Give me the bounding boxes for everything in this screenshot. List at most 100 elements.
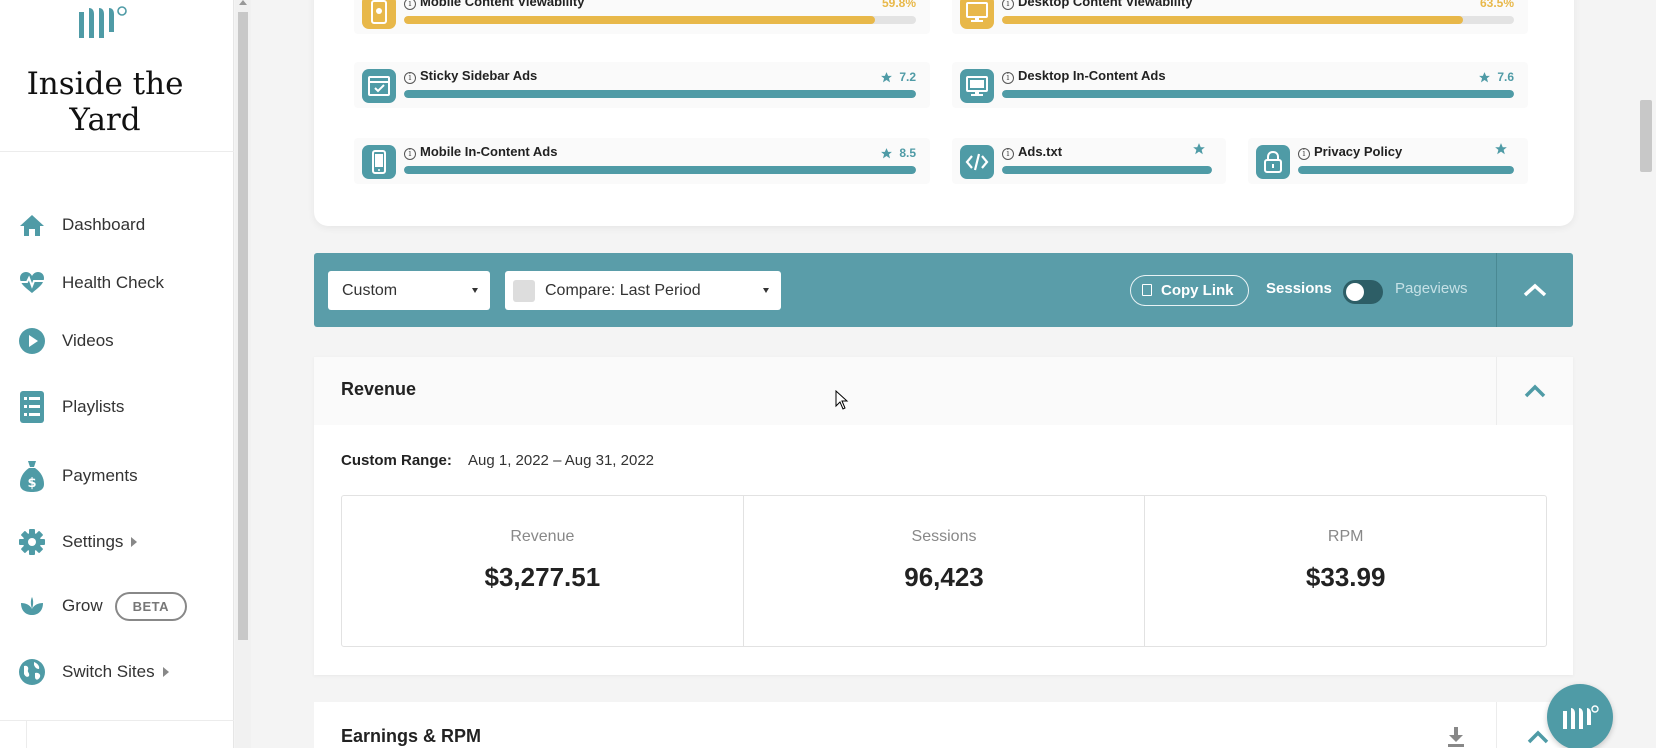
revenue-card: Revenue Custom Range: Aug 1, 2022 – Aug … xyxy=(314,357,1573,675)
sidebar-item-label: Health Check xyxy=(62,273,165,292)
progress-fill xyxy=(1298,166,1514,174)
progress-bar xyxy=(1002,90,1514,98)
collapse-earnings-button[interactable] xyxy=(1526,730,1550,748)
sidebar-footer-divider xyxy=(0,720,234,721)
help-chat-button[interactable] xyxy=(1547,684,1613,748)
earnings-title: Earnings & RPM xyxy=(341,726,482,746)
leaf-icon xyxy=(18,592,46,620)
copy-link-label: Copy Link xyxy=(1161,282,1234,299)
collapse-filter-button[interactable] xyxy=(1497,253,1573,327)
stat-value: $3,277.51 xyxy=(484,562,601,592)
sidebar-footer-divider xyxy=(26,720,27,748)
sessions-pageviews-toggle[interactable] xyxy=(1343,280,1383,304)
progress-bar xyxy=(1002,16,1514,24)
sidebar-item-settings[interactable]: Settings xyxy=(18,524,138,560)
stat-revenue: Revenue $3,277.51 xyxy=(342,496,744,646)
score-value: 7.6 xyxy=(1497,70,1514,84)
chevron-up-icon xyxy=(1524,384,1546,398)
health-item-score: 59.8% xyxy=(882,0,916,10)
health-item-mobile-content-viewability[interactable]: i Mobile Content Viewability 59.8% xyxy=(354,0,930,34)
stat-rpm: RPM $33.99 xyxy=(1145,496,1546,646)
sidebar-item-videos[interactable]: Videos xyxy=(18,323,114,359)
info-icon[interactable]: i xyxy=(404,0,416,10)
health-item-score xyxy=(1494,142,1514,156)
dropdown-arrow-icon xyxy=(763,288,769,293)
progress-bar xyxy=(1002,166,1212,174)
compare-select[interactable]: Compare: Last Period xyxy=(505,271,781,310)
date-range-select[interactable]: Custom xyxy=(328,271,490,310)
custom-range-value: Aug 1, 2022 – Aug 31, 2022 xyxy=(468,452,654,469)
health-item-score: 7.6 xyxy=(1478,70,1514,84)
progress-fill xyxy=(1002,90,1514,98)
stat-label: RPM xyxy=(1327,528,1364,545)
health-item-privacy-policy[interactable]: i Privacy Policy xyxy=(1248,138,1528,184)
toggle-knob xyxy=(1346,283,1364,301)
progress-bar xyxy=(1298,166,1514,174)
code-icon xyxy=(960,145,994,179)
play-icon xyxy=(18,327,46,355)
sidebar-item-switch-sites[interactable]: Switch Sites xyxy=(18,654,169,690)
logo-icon[interactable] xyxy=(76,2,132,42)
main-scrollbar[interactable] xyxy=(1636,0,1656,748)
health-item-label: Ads.txt xyxy=(1018,144,1063,159)
sidebar-item-payments[interactable]: $ Payments xyxy=(18,458,138,494)
star-icon xyxy=(881,147,893,158)
chevron-up-icon xyxy=(1527,730,1549,744)
info-icon[interactable]: i xyxy=(1002,0,1014,10)
progress-fill xyxy=(404,90,916,98)
download-button[interactable] xyxy=(1446,726,1466,748)
sidebar-item-label: Payments xyxy=(62,466,138,485)
health-item-score: 8.5 xyxy=(880,146,916,160)
stat-label: Sessions xyxy=(911,528,977,545)
score-value: 63.5% xyxy=(1479,0,1514,10)
health-item-desktop-in-content-ads[interactable]: i Desktop In-Content Ads 7.6 xyxy=(952,62,1528,108)
info-icon[interactable]: i xyxy=(1298,148,1310,160)
sidebar-item-grow[interactable]: Grow BETA xyxy=(18,588,188,624)
sidebar-item-playlists[interactable]: Playlists xyxy=(18,389,124,425)
score-value: 8.5 xyxy=(899,146,916,160)
health-item-ads-txt[interactable]: i Ads.txt xyxy=(952,138,1226,184)
stat-label: Revenue xyxy=(510,528,575,545)
score-value: 7.2 xyxy=(899,70,916,84)
copy-link-button[interactable]: Copy Link xyxy=(1130,275,1249,306)
sidebar-scrollbar[interactable] xyxy=(235,0,251,748)
scroll-up-arrow-icon[interactable] xyxy=(239,0,247,5)
sidebar-item-label: Grow xyxy=(62,596,103,615)
sidebar-item-label: Videos xyxy=(62,331,114,350)
health-item-label: Mobile Content Viewability xyxy=(420,0,585,9)
dropdown-arrow-icon xyxy=(472,288,478,293)
info-icon[interactable]: i xyxy=(1002,148,1014,160)
pageviews-toggle-label: Pageviews xyxy=(1395,280,1468,297)
scrollbar-thumb[interactable] xyxy=(1640,100,1652,172)
star-icon xyxy=(1479,71,1491,82)
home-icon xyxy=(18,211,46,239)
info-icon[interactable]: i xyxy=(404,148,416,160)
beta-badge: BETA xyxy=(114,591,188,621)
sidebar-item-health-check[interactable]: Health Check xyxy=(18,265,164,301)
revenue-stats: Revenue $3,277.51 Sessions 96,423 RPM $3… xyxy=(341,495,1547,647)
health-item-score: 7.2 xyxy=(880,70,916,84)
stat-sessions: Sessions 96,423 xyxy=(744,496,1146,646)
health-item-desktop-content-viewability[interactable]: i Desktop Content Viewability 63.5% xyxy=(952,0,1528,34)
health-item-label: Privacy Policy xyxy=(1314,144,1403,159)
health-item-label: Desktop In-Content Ads xyxy=(1018,68,1166,83)
site-title: Inside the Yard xyxy=(26,66,184,138)
health-item-mobile-in-content-ads[interactable]: i Mobile In-Content Ads 8.5 xyxy=(354,138,930,184)
health-item-score xyxy=(1192,142,1212,156)
sidebar-ad-icon xyxy=(362,69,396,103)
globe-icon xyxy=(18,658,46,686)
progress-fill xyxy=(1002,166,1212,174)
collapse-revenue-button[interactable] xyxy=(1497,357,1573,425)
sidebar-item-label: Settings xyxy=(62,532,124,551)
health-item-sticky-sidebar-ads[interactable]: i Sticky Sidebar Ads 7.2 xyxy=(354,62,930,108)
mobile-viewability-icon xyxy=(362,0,396,29)
lock-icon xyxy=(1256,145,1290,179)
revenue-title: Revenue xyxy=(341,379,417,399)
info-icon[interactable]: i xyxy=(404,72,416,84)
scrollbar-thumb[interactable] xyxy=(238,12,248,640)
copy-icon xyxy=(1142,284,1152,296)
compare-swatch xyxy=(513,279,535,302)
info-icon[interactable]: i xyxy=(1002,72,1014,84)
sidebar-item-dashboard[interactable]: Dashboard xyxy=(18,207,145,243)
earnings-card: Earnings & RPM xyxy=(314,702,1573,748)
